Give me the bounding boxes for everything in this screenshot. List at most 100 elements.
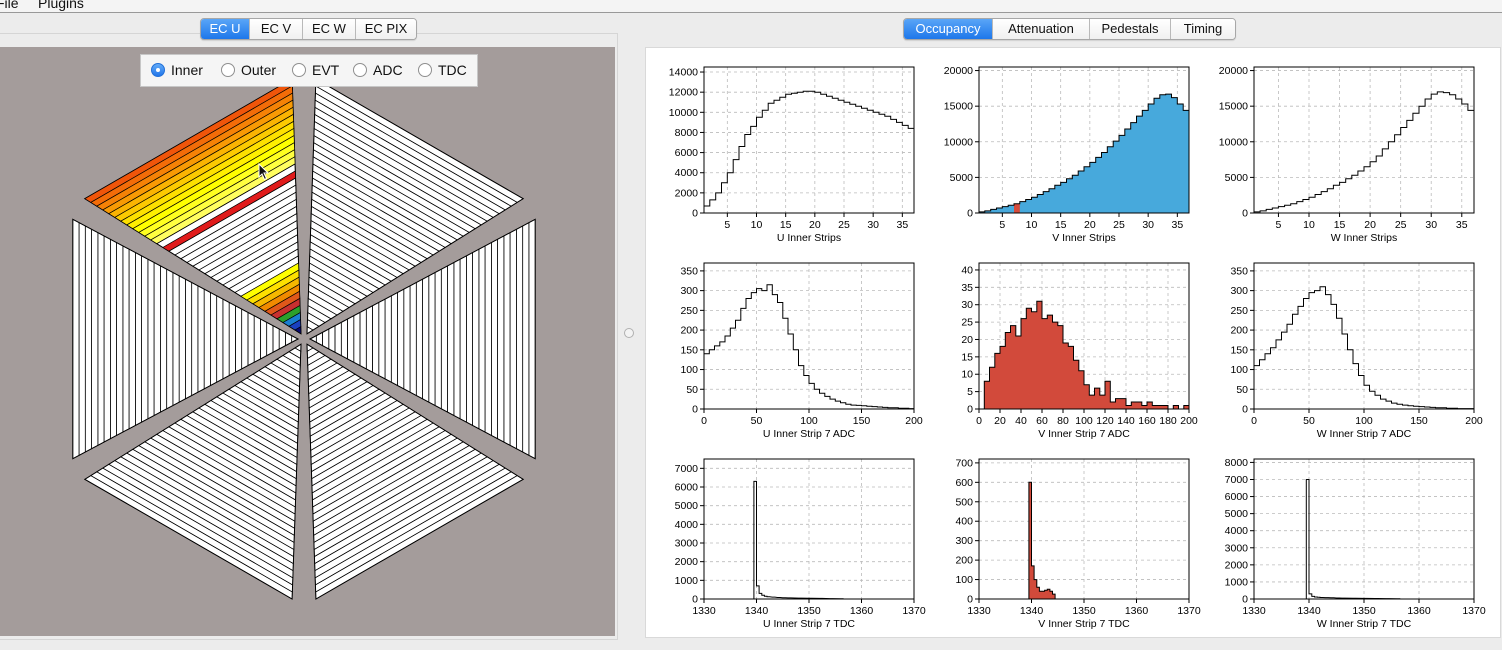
x-tick-label: 1340	[745, 605, 769, 617]
u-strips-plot[interactable]: 5 10 15 20 25 30 35 0 2000 4000 6000 8000 10000 12000…	[650, 55, 930, 251]
y-tick-label: 100	[680, 364, 698, 376]
radio-evt[interactable]: EVT	[292, 62, 339, 78]
histogram-fill	[979, 94, 1189, 213]
x-tick-label: 1330	[967, 605, 991, 617]
y-tick-label: 8000	[1225, 457, 1249, 469]
x-tick-label: 25	[1395, 219, 1407, 231]
w-strips-plot[interactable]: 5 10 15 20 25 30 35 0 5000 10000 15000 20000 W Inner…	[1200, 55, 1490, 251]
tab-attenuation[interactable]: Attenuation	[992, 19, 1089, 39]
x-tick-label: 5	[999, 219, 1005, 231]
detector-sector-3[interactable]	[308, 218, 536, 460]
y-tick-label: 30	[961, 299, 973, 311]
x-tick-label: 20	[1084, 219, 1096, 231]
radio-inner[interactable]: Inner	[151, 62, 203, 78]
y-tick-label: 0	[967, 404, 973, 416]
detector-strip[interactable]	[309, 335, 317, 343]
y-tick-label: 40	[961, 264, 973, 276]
y-tick-label: 6000	[1225, 491, 1249, 503]
y-tick-label: 35	[961, 282, 973, 294]
y-tick-label: 300	[1230, 285, 1248, 297]
detector-sector-6[interactable]	[72, 218, 300, 460]
y-tick-label: 50	[1236, 384, 1248, 396]
detector-sector-5[interactable]	[83, 343, 302, 600]
menu-file[interactable]: File	[0, 0, 19, 11]
detector-strip[interactable]	[306, 343, 314, 352]
radio-tdc-button[interactable]	[418, 63, 432, 77]
radio-outer[interactable]: Outer	[221, 62, 276, 78]
tab-timing[interactable]: Timing	[1170, 19, 1235, 39]
u-adc-plot[interactable]: 0 50 100 150 200 0 50 100 150 200 250 300 350 U Inner…	[650, 251, 930, 447]
x-tick-label: 35	[1171, 219, 1183, 231]
menu-plugins[interactable]: Plugins	[38, 0, 84, 11]
v-adc-plot[interactable]: 0 20 40 60 80 100 120 140 160 180 200 0 5 10 15 20 25 30 3…	[925, 251, 1205, 447]
split-pane-handle[interactable]	[624, 328, 634, 338]
y-tick-label: 14000	[669, 67, 698, 79]
detector-sector-4[interactable]	[306, 343, 525, 600]
y-tick-label: 400	[955, 516, 973, 528]
radio-tdc[interactable]: TDC	[418, 62, 467, 78]
v-strips-plot[interactable]: 5 10 15 20 25 30 35 0 5000 10000 15000 20000 V Inner…	[925, 55, 1205, 251]
radio-adc[interactable]: ADC	[353, 62, 403, 78]
x-tick-label: 20	[809, 219, 821, 231]
y-tick-label: 5000	[675, 500, 699, 512]
x-tick-label: 50	[751, 415, 763, 427]
radio-evt-label: EVT	[312, 62, 340, 78]
y-tick-label: 50	[686, 384, 698, 396]
detector-strip[interactable]	[294, 326, 302, 335]
w-adc-plot[interactable]: 0 50 100 150 200 0 50 100 150 200 250 300 350 W Inner…	[1200, 251, 1490, 447]
x-tick-label: 0	[1251, 415, 1257, 427]
v-tdc-plot[interactable]: 1330 1340 1350 1360 1370 0 100 200 300 400 500 600 7…	[925, 447, 1205, 637]
x-tick-label: 1350	[1352, 605, 1376, 617]
plot-area	[1253, 66, 1475, 214]
y-tick-label: 4000	[675, 519, 699, 531]
y-tick-label: 15000	[944, 101, 973, 113]
x-tick-label: 100	[1075, 415, 1093, 427]
detector-sector-1[interactable]	[83, 78, 302, 335]
tab-occupancy[interactable]: Occupancy	[904, 19, 992, 39]
tab-pedestals[interactable]: Pedestals	[1089, 19, 1170, 39]
y-tick-label: 100	[1230, 364, 1248, 376]
y-tick-label: 10000	[1219, 136, 1248, 148]
y-tick-label: 150	[680, 344, 698, 356]
x-tick-label: 200	[1465, 415, 1483, 427]
plot-frame	[703, 66, 915, 214]
x-tick-label: 120	[1096, 415, 1114, 427]
y-tick-label: 0	[1242, 594, 1248, 606]
plot-frame	[1253, 458, 1475, 600]
x-tick-label: 100	[800, 415, 818, 427]
y-tick-label: 8000	[675, 127, 699, 139]
x-axis-label: U Inner Strip 7 ADC	[763, 428, 856, 440]
x-axis-label: U Inner Strips	[777, 232, 841, 244]
radio-evt-button[interactable]	[292, 63, 306, 77]
u-tdc-plot[interactable]: 1330 1340 1350 1360 1370 0 1000 2000 3000 4000 500…	[650, 447, 930, 637]
tab-ec-u[interactable]: EC U	[201, 19, 249, 39]
radio-outer-button[interactable]	[221, 63, 235, 77]
y-tick-label: 6000	[675, 147, 699, 159]
detector-strip[interactable]	[306, 326, 314, 335]
y-tick-label: 5000	[1225, 508, 1249, 520]
x-tick-label: 0	[976, 415, 982, 427]
x-tick-label: 30	[1425, 219, 1437, 231]
y-tick-label: 25	[961, 317, 973, 329]
detector-strip[interactable]	[294, 343, 302, 352]
detector-strip[interactable]	[291, 335, 299, 343]
x-tick-label: 10	[1026, 219, 1038, 231]
x-tick-label: 1370	[1177, 605, 1201, 617]
w-tdc-plot[interactable]: 1330 1340 1350 1360 1370 0 1000 2000 3000 4000 500…	[1200, 447, 1490, 637]
y-tick-label: 0	[967, 594, 973, 606]
tab-ec-w[interactable]: EC W	[302, 19, 355, 39]
histogram-highlight-bin	[1014, 203, 1020, 213]
tab-ec-pix[interactable]: EC PIX	[355, 19, 416, 39]
tab-ec-v[interactable]: EC V	[249, 19, 302, 39]
radio-inner-button[interactable]	[151, 63, 165, 77]
x-tick-label: 1360	[1125, 605, 1149, 617]
radio-adc-button[interactable]	[353, 63, 367, 77]
plot-frame	[978, 262, 1190, 410]
y-tick-label: 350	[1230, 265, 1248, 277]
y-tick-label: 5000	[950, 172, 974, 184]
layer-radio-group: Inner Outer EVT ADC TDC	[140, 54, 478, 87]
y-tick-label: 7000	[1225, 474, 1249, 486]
y-tick-label: 12000	[669, 87, 698, 99]
calorimeter-view[interactable]	[0, 47, 615, 636]
y-tick-label: 700	[955, 457, 973, 469]
